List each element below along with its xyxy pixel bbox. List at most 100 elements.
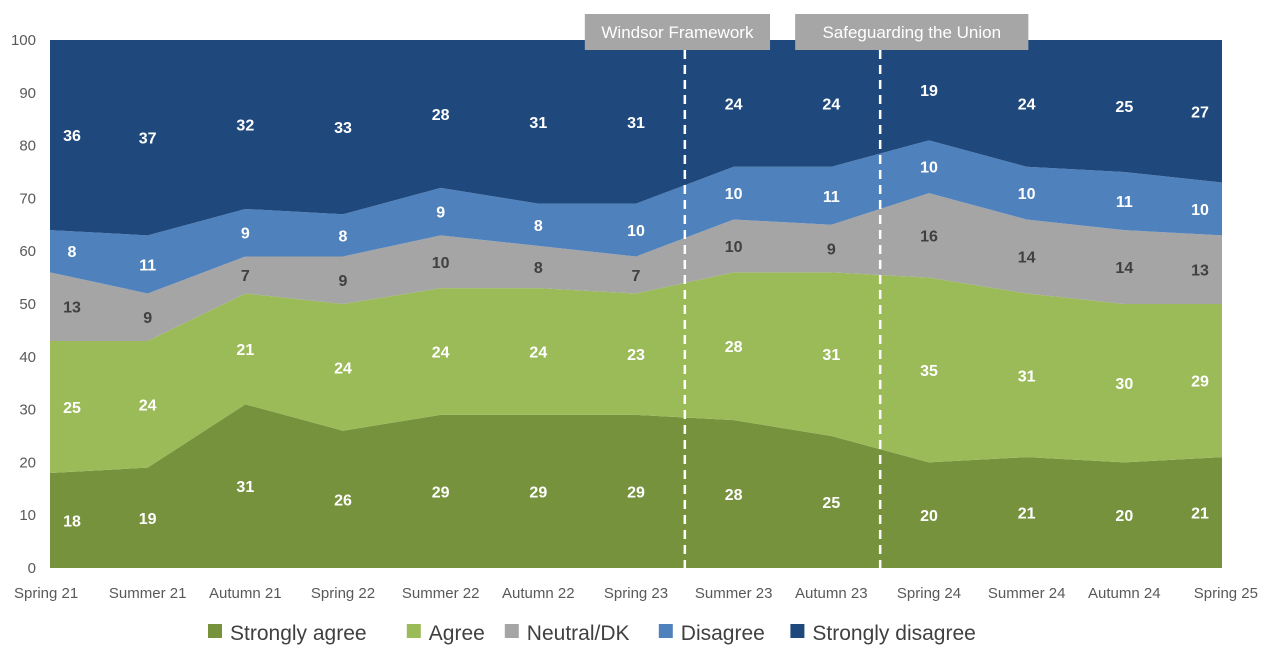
data-label: 23: [627, 347, 645, 364]
data-label: 10: [920, 160, 938, 177]
data-label: 24: [822, 96, 840, 113]
data-label: 29: [627, 484, 645, 501]
legend-swatch: [406, 624, 421, 638]
legend-label: Strongly disagree: [812, 622, 975, 645]
data-label: 19: [139, 511, 157, 528]
data-label: 29: [432, 484, 450, 501]
data-label: 29: [1191, 374, 1209, 391]
data-label: 7: [241, 268, 250, 285]
data-label: 25: [1115, 99, 1133, 116]
data-label: 9: [436, 205, 445, 222]
data-label: 19: [920, 83, 938, 100]
x-tick-label: Summer 23: [695, 585, 773, 602]
annotation-label: Safeguarding the Union: [822, 23, 1001, 42]
data-label: 16: [920, 228, 938, 245]
x-tick-label: Spring 25: [1194, 585, 1258, 602]
annotation-box: [795, 14, 1029, 50]
data-label: 28: [725, 487, 743, 504]
y-tick-label: 40: [19, 349, 36, 366]
data-label: 31: [1018, 368, 1036, 385]
data-label: 31: [627, 115, 645, 132]
data-label: 31: [822, 347, 840, 364]
area-neutral-dk: [50, 193, 1222, 341]
data-label: 30: [1115, 376, 1133, 393]
data-label: 8: [534, 218, 543, 235]
data-label: 9: [827, 242, 836, 259]
legend-label: Strongly agree: [230, 622, 367, 645]
legend-swatch: [790, 624, 805, 638]
data-label: 24: [139, 397, 157, 414]
data-label: 10: [432, 255, 450, 272]
data-label: 18: [63, 513, 81, 530]
data-label: 8: [339, 228, 348, 245]
y-tick-label: 30: [19, 402, 36, 419]
area-disagree: [50, 140, 1222, 294]
data-label: 31: [236, 479, 254, 496]
x-tick-label: Spring 22: [311, 585, 375, 602]
data-label: 21: [1191, 506, 1209, 523]
data-label: 24: [432, 345, 450, 362]
legend-swatch: [658, 624, 673, 638]
y-tick-label: 50: [19, 296, 36, 313]
data-label: 14: [1018, 249, 1036, 266]
data-label: 20: [1115, 508, 1133, 525]
data-label: 32: [236, 117, 254, 134]
annotation-box: [584, 14, 771, 50]
data-label: 11: [823, 189, 840, 206]
data-label: 21: [236, 342, 254, 359]
y-tick-label: 80: [19, 138, 36, 155]
y-tick-label: 60: [19, 243, 36, 260]
legend-label: Neutral/DK: [527, 622, 630, 645]
x-tick-label: Autumn 22: [502, 585, 575, 602]
data-label: 24: [334, 360, 352, 377]
legend-swatch: [208, 624, 222, 638]
data-label: 8: [68, 244, 77, 261]
x-tick-label: Autumn 24: [1088, 585, 1161, 602]
legend-label: Agree: [429, 622, 485, 645]
data-label: 20: [920, 508, 938, 525]
data-label: 24: [725, 96, 743, 113]
data-label: 11: [1116, 194, 1133, 211]
data-label: 24: [529, 345, 547, 362]
data-label: 11: [139, 257, 156, 274]
x-tick-label: Autumn 23: [795, 585, 868, 602]
area-strongly-disagree: [50, 40, 1222, 236]
data-label: 10: [627, 223, 645, 240]
x-tick-label: Summer 21: [109, 585, 187, 602]
data-label: 14: [1115, 260, 1133, 277]
data-label: 25: [822, 495, 840, 512]
x-tick-label: Summer 24: [988, 585, 1066, 602]
data-label: 25: [63, 400, 81, 417]
data-label: 36: [63, 128, 81, 145]
data-label: 10: [1191, 202, 1209, 219]
data-label: 13: [1191, 263, 1209, 280]
data-label: 33: [334, 120, 352, 137]
data-label: 10: [725, 186, 743, 203]
x-tick-label: Spring 24: [897, 585, 961, 602]
legend-swatch: [504, 624, 519, 638]
area-agree: [50, 272, 1222, 473]
data-label: 9: [241, 226, 250, 243]
data-label: 28: [725, 339, 743, 356]
x-tick-label: Summer 22: [402, 585, 480, 602]
data-label: 35: [920, 363, 938, 380]
y-tick-label: 10: [19, 507, 36, 524]
data-label: 29: [529, 484, 547, 501]
y-tick-label: 0: [28, 560, 36, 577]
y-tick-label: 90: [19, 85, 36, 102]
data-label: 28: [432, 107, 450, 124]
y-tick-label: 70: [19, 190, 36, 207]
data-label: 8: [534, 260, 543, 277]
data-label: 10: [1018, 186, 1036, 203]
legend-label: Disagree: [681, 622, 765, 645]
x-tick-label: Autumn 21: [209, 585, 282, 602]
y-tick-label: 20: [19, 454, 36, 471]
data-label: 24: [1018, 96, 1036, 113]
data-label: 31: [529, 115, 547, 132]
data-label: 7: [632, 268, 641, 285]
data-label: 21: [1018, 506, 1036, 523]
data-label: 9: [339, 273, 348, 290]
data-label: 10: [725, 239, 743, 256]
data-label: 9: [143, 310, 152, 327]
